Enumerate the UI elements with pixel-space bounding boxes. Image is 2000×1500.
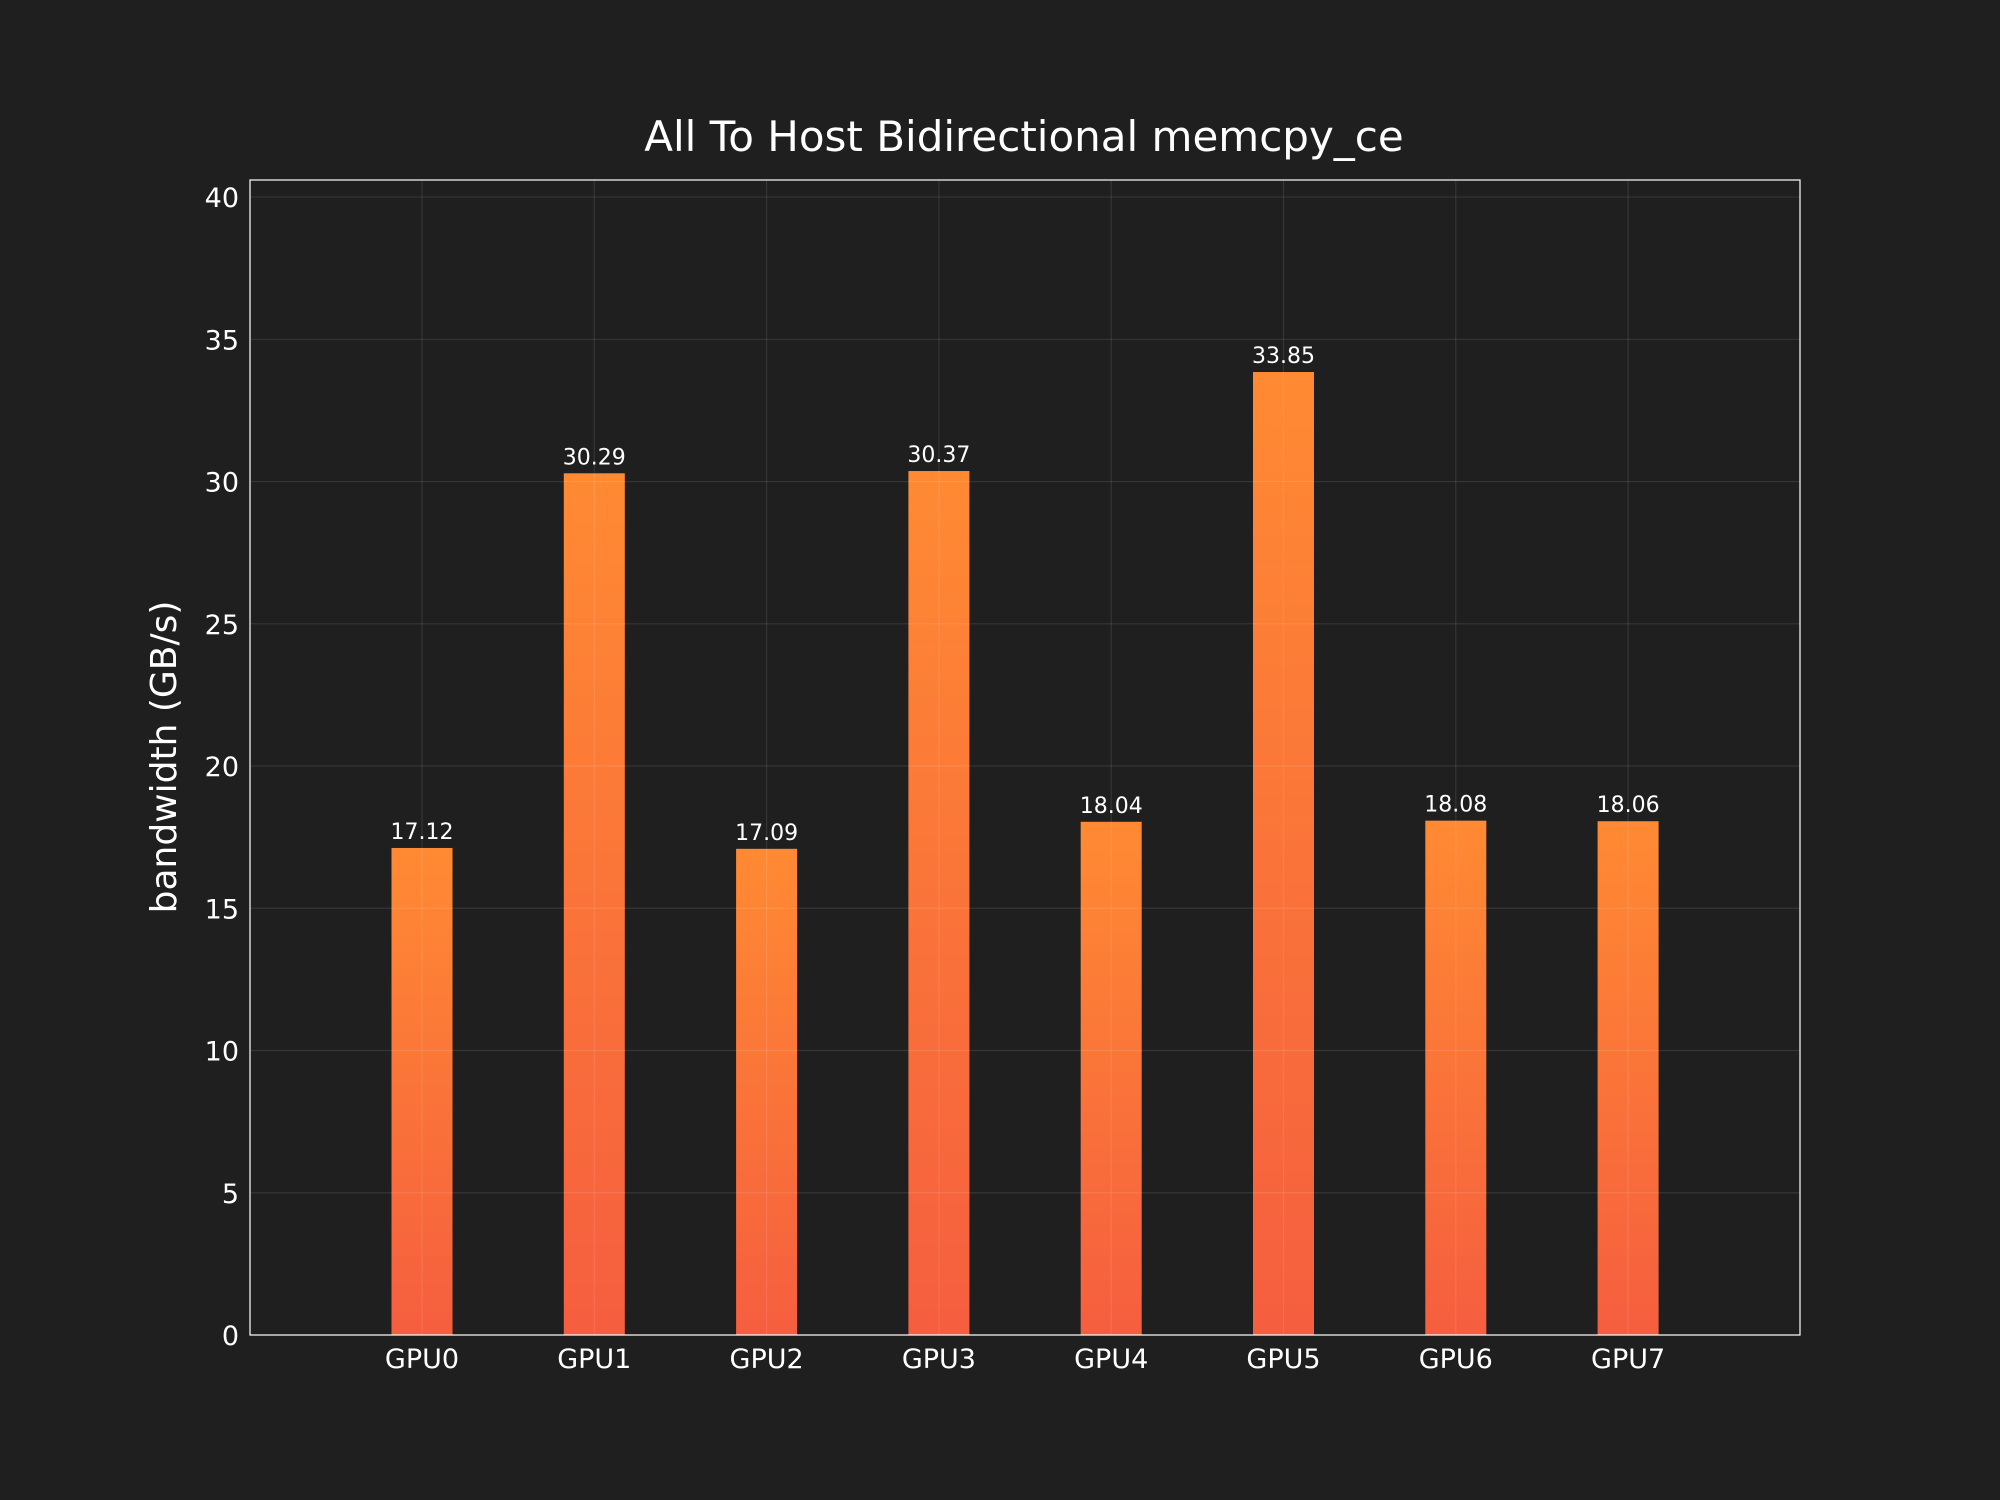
bar-gpu7 [1597, 821, 1659, 1335]
y-axis-label: bandwidth (GB/s) [144, 601, 185, 914]
data-label: 18.06 [1597, 793, 1660, 818]
chart-title: All To Host Bidirectional memcpy_ce [644, 112, 1403, 161]
y-axis-ticks: 0 5 10 15 20 25 30 35 40 [205, 183, 239, 1352]
x-tick-label: GPU1 [557, 1344, 631, 1375]
y-tick-label: 20 [205, 752, 239, 783]
bar-gpu2 [736, 848, 798, 1335]
bar-gpu3 [908, 471, 970, 1335]
x-tick-label: GPU3 [902, 1344, 976, 1375]
y-tick-label: 35 [205, 325, 239, 356]
y-tick-label: 5 [222, 1179, 239, 1210]
data-labels: 17.12 30.29 17.09 30.37 18.04 33.85 18.08 18.06 [391, 344, 1660, 846]
bar-gpu6 [1425, 820, 1487, 1335]
y-tick-label: 10 [205, 1037, 239, 1068]
data-label: 17.09 [735, 821, 798, 846]
data-label: 17.12 [391, 820, 454, 845]
bar-gpu0 [391, 847, 453, 1335]
y-tick-label: 0 [222, 1321, 239, 1352]
y-tick-label: 15 [205, 894, 239, 925]
x-tick-label: GPU6 [1419, 1344, 1493, 1375]
bar-gpu5 [1253, 372, 1314, 1335]
data-label: 30.29 [563, 445, 626, 470]
x-tick-label: GPU7 [1591, 1344, 1665, 1375]
x-tick-label: GPU4 [1074, 1344, 1148, 1375]
bar-gpu4 [1080, 821, 1142, 1335]
y-tick-label: 25 [205, 610, 239, 641]
bar-gpu1 [563, 473, 625, 1335]
x-axis-ticks: GPU0 GPU1 GPU2 GPU3 GPU4 GPU5 GPU6 GPU7 [385, 1344, 1665, 1375]
x-tick-label: GPU0 [385, 1344, 459, 1375]
x-tick-label: GPU2 [730, 1344, 804, 1375]
bars [391, 372, 1659, 1335]
data-label: 18.08 [1424, 793, 1487, 818]
data-label: 30.37 [907, 443, 970, 468]
y-tick-label: 30 [205, 468, 239, 499]
data-label: 18.04 [1080, 794, 1143, 819]
y-tick-label: 40 [205, 183, 239, 214]
x-tick-label: GPU5 [1246, 1344, 1320, 1375]
plot-area-frame [249, 179, 1801, 1336]
data-label: 33.85 [1252, 344, 1315, 369]
